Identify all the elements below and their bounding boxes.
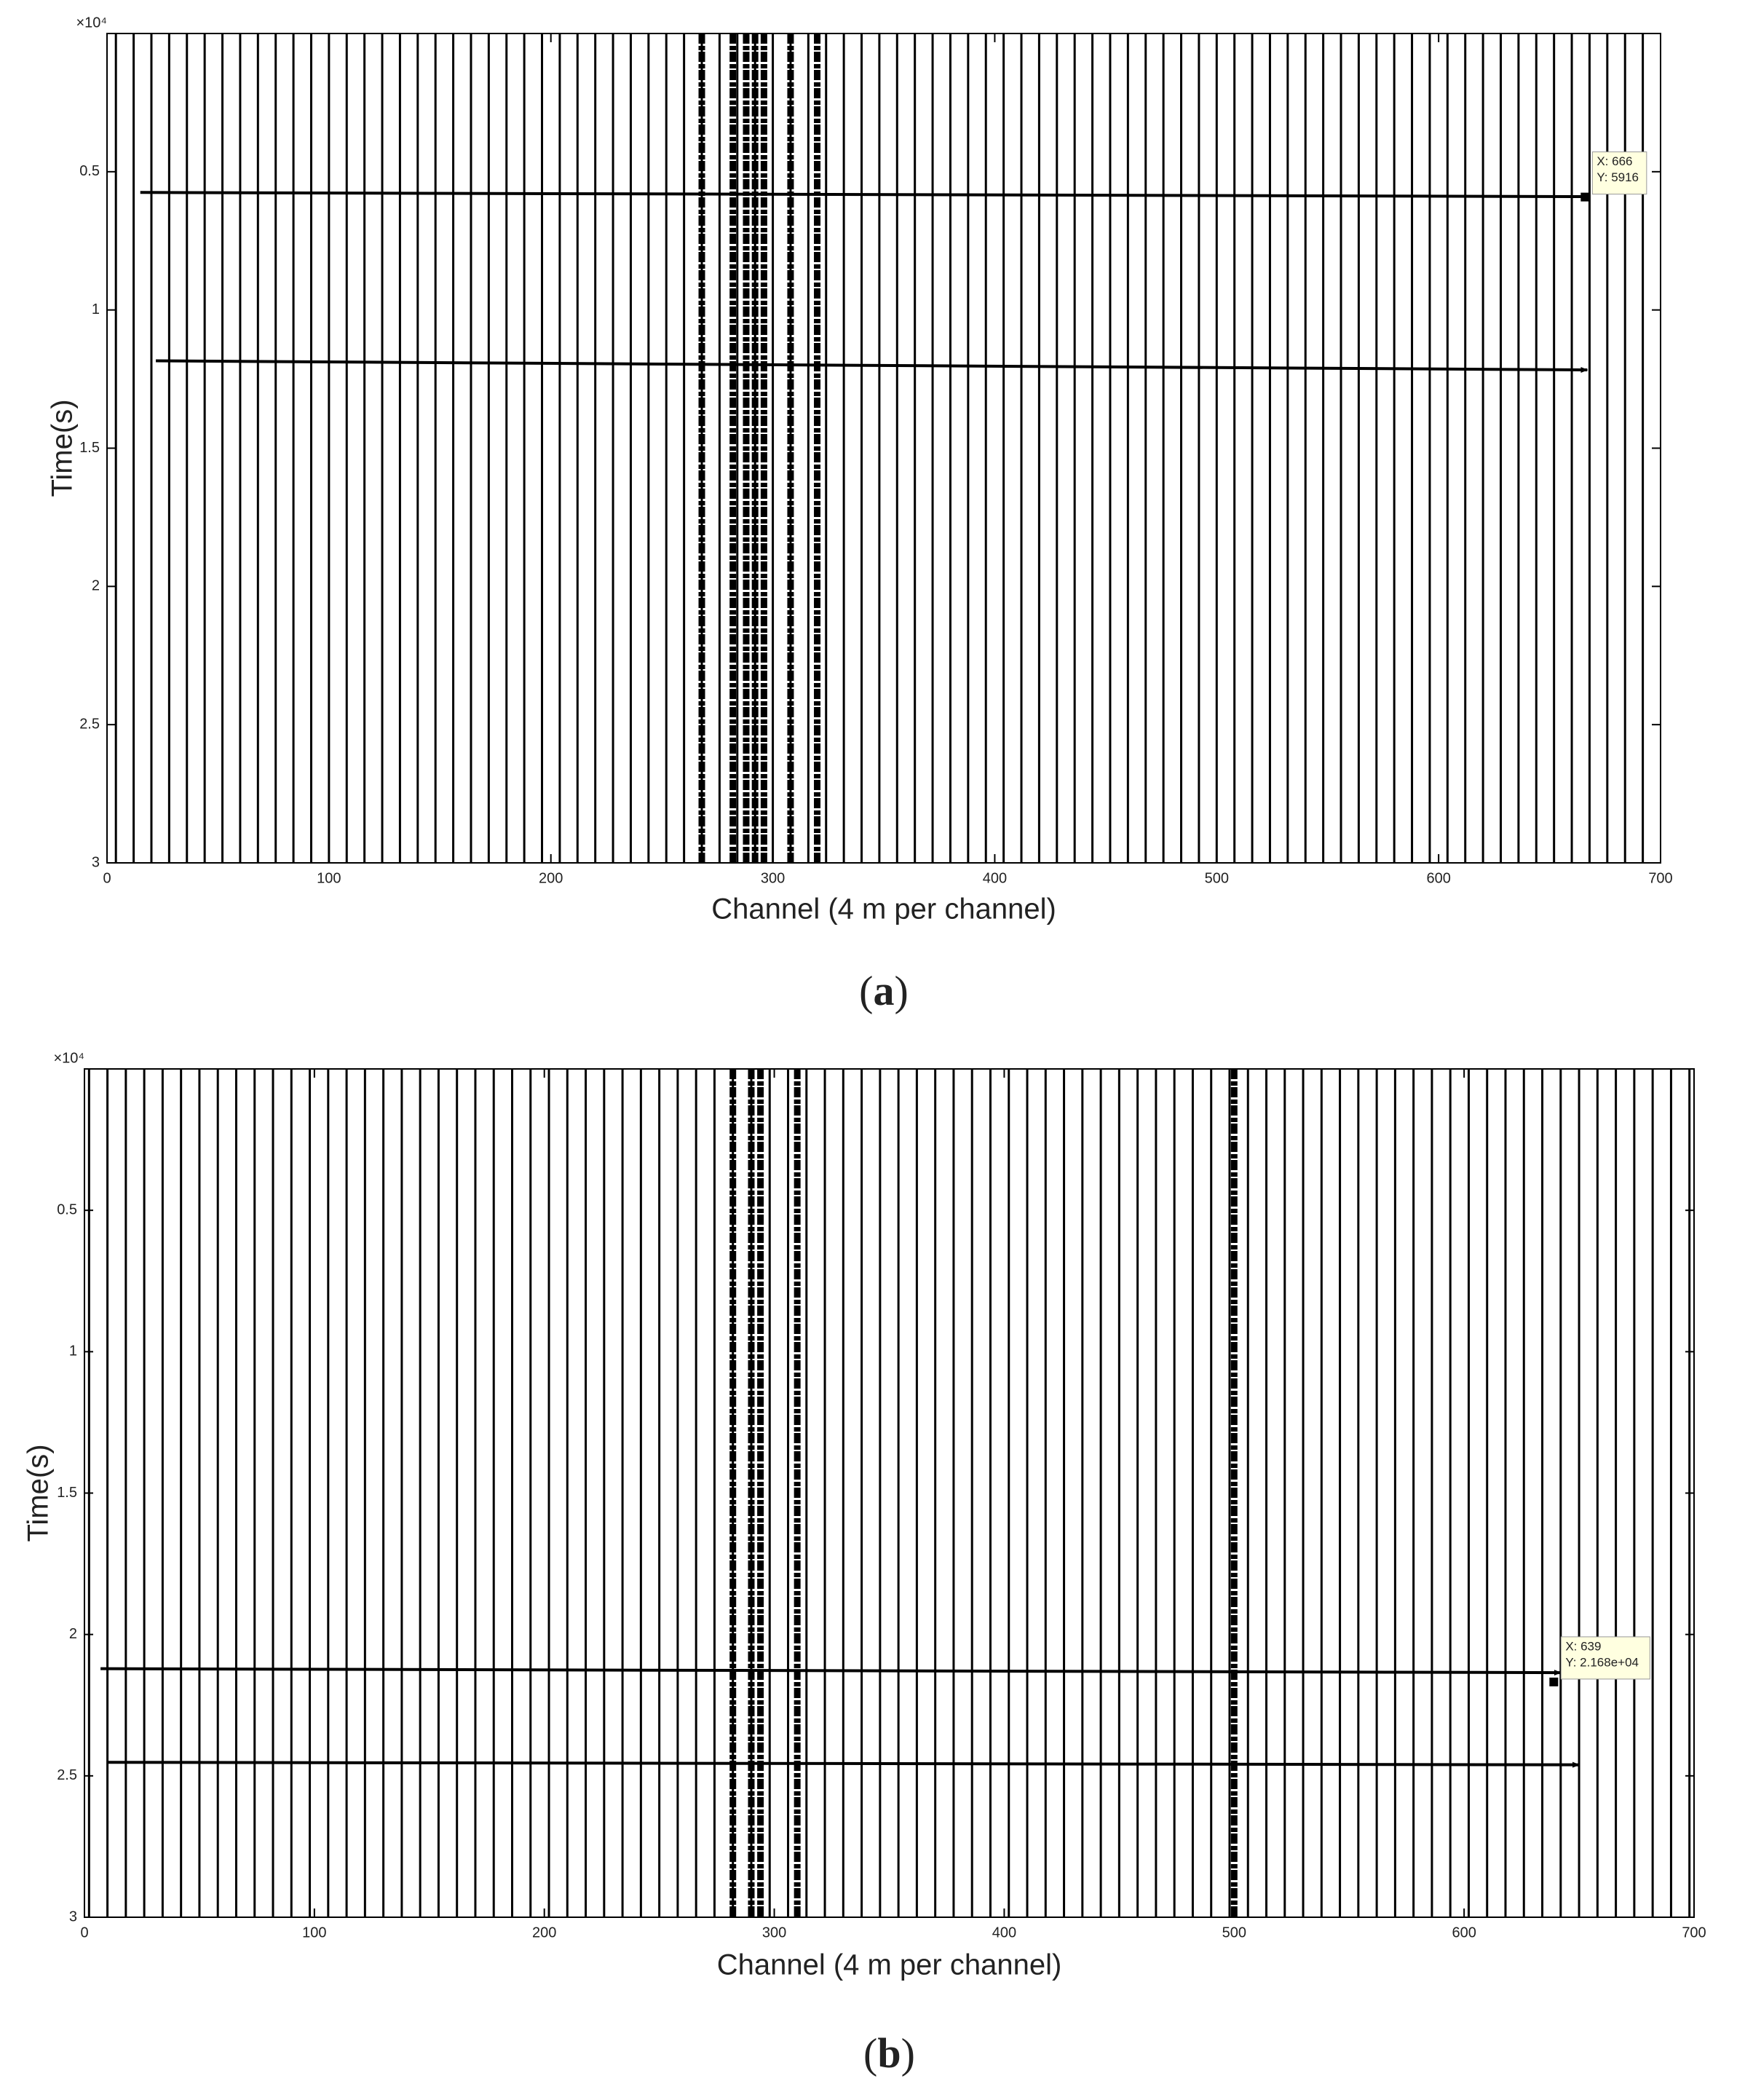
x-tick-label: 700	[1682, 1925, 1706, 1941]
y-tick-label: 0.5	[79, 163, 100, 179]
plot-area	[114, 33, 1645, 863]
arrow	[107, 1761, 1580, 1768]
axes-box	[106, 33, 1661, 864]
arrow	[100, 1667, 1562, 1676]
x-axis-label: Channel (4 m per channel)	[717, 1949, 1062, 1981]
datatip-label: X: 666	[1596, 154, 1632, 168]
y-axis-label: Time(s)	[23, 1444, 55, 1542]
arrow	[156, 359, 1588, 373]
arrow	[140, 191, 1588, 200]
caption-letter: a	[874, 967, 895, 1014]
y-tick-label: 1	[92, 301, 100, 317]
x-tick-label: 700	[1648, 870, 1672, 886]
x-tick-label: 200	[532, 1925, 556, 1941]
x-tick-label: 300	[762, 1925, 786, 1941]
y-axis-label: Time(s)	[47, 399, 79, 497]
datatip-label: Y: 2.168e+04	[1565, 1655, 1639, 1669]
x-tick-label: 0	[80, 1925, 88, 1941]
y-tick-label: 2	[69, 1626, 77, 1642]
panel-caption: (a)	[859, 967, 909, 1014]
x-tick-label: 400	[992, 1925, 1016, 1941]
y-tick-label: 1.5	[79, 440, 100, 456]
datatip-box	[1560, 1636, 1650, 1680]
y-tick-label: 1.5	[57, 1485, 77, 1501]
datatip-label: Y: 5916	[1596, 170, 1639, 184]
x-tick-label: 500	[1205, 870, 1229, 886]
y-tick-label: 0.5	[57, 1201, 77, 1217]
panel-caption: (b)	[863, 2029, 915, 2077]
x-tick-label: 400	[983, 870, 1007, 886]
x-tick-label: 500	[1222, 1925, 1246, 1941]
x-tick-label: 600	[1426, 870, 1450, 886]
y-exponent: ×10⁴	[76, 15, 107, 31]
y-tick-label: 3	[92, 854, 100, 870]
y-tick-label: 3	[69, 1908, 77, 1925]
x-tick-label: 100	[317, 870, 341, 886]
datatip-label: X: 639	[1565, 1639, 1601, 1653]
plot-area	[87, 1069, 1691, 1917]
y-tick-label: 2.5	[79, 716, 100, 732]
datatip-marker	[1580, 192, 1590, 202]
y-tick-label: 2.5	[57, 1767, 77, 1783]
x-tick-label: 300	[761, 870, 785, 886]
y-tick-label: 2	[92, 578, 100, 594]
x-axis-label: Channel (4 m per channel)	[711, 893, 1056, 925]
datatip-marker	[1549, 1677, 1559, 1686]
y-tick-label: 1	[69, 1343, 77, 1359]
datatip-box	[1591, 151, 1647, 195]
x-tick-label: 200	[539, 870, 563, 886]
y-exponent: ×10⁴	[53, 1050, 84, 1066]
caption-letter: b	[877, 2029, 901, 2077]
x-tick-label: 100	[302, 1925, 326, 1941]
axes-box	[84, 1068, 1695, 1918]
x-tick-label: 0	[103, 870, 111, 886]
x-tick-label: 600	[1452, 1925, 1476, 1941]
